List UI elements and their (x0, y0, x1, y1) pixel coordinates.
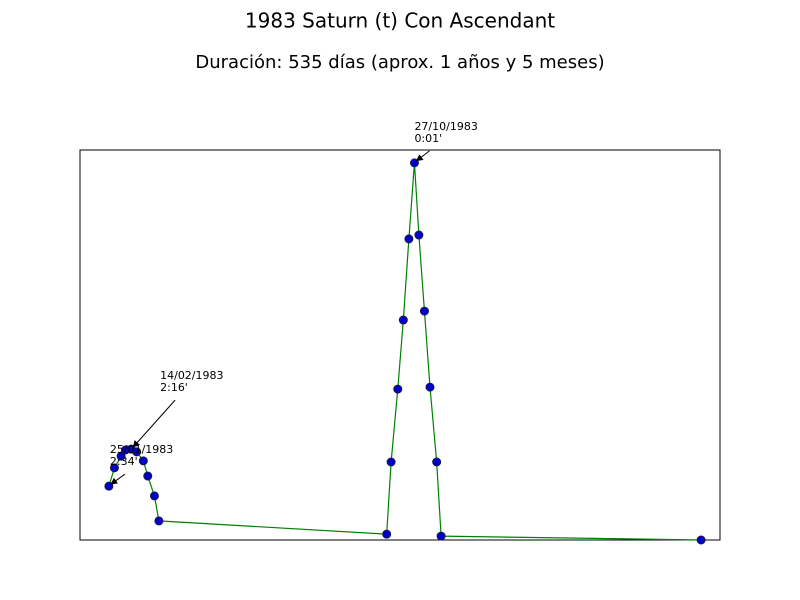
data-point (436, 531, 446, 541)
data-point (154, 516, 164, 526)
data-point (386, 457, 396, 467)
data-point (132, 447, 142, 457)
annotation-date: 25/01/1983 (110, 443, 173, 456)
annotation-arrow (110, 473, 126, 485)
data-point (404, 234, 414, 244)
plot-frame (79, 149, 721, 541)
annotation-date: 14/02/1983 (160, 369, 223, 382)
data-point (419, 306, 429, 316)
data-point (414, 230, 424, 240)
annotation-arrow (132, 399, 176, 448)
data-point (149, 491, 159, 501)
data-point (398, 315, 408, 325)
data-point (393, 384, 403, 394)
data-point (432, 457, 442, 467)
data-point (143, 471, 153, 481)
data-point (116, 451, 126, 461)
annotation-arrow (415, 150, 430, 162)
annotation-label: 2:34' (110, 455, 138, 468)
data-point (382, 529, 392, 539)
chart-subtitle: Duración: 535 días (aprox. 1 años y 5 me… (195, 52, 604, 73)
annotation-label: 0:01' (414, 132, 442, 145)
data-point (425, 382, 435, 392)
series-line (108, 162, 702, 541)
annotation-date: 27/10/1983 (414, 120, 477, 133)
data-point (138, 456, 148, 466)
data-point (109, 463, 119, 473)
data-point (696, 535, 706, 545)
annotation-label: 2:16' (160, 381, 188, 394)
chart-title: 1983 Saturn (t) Con Ascendant (245, 9, 555, 33)
